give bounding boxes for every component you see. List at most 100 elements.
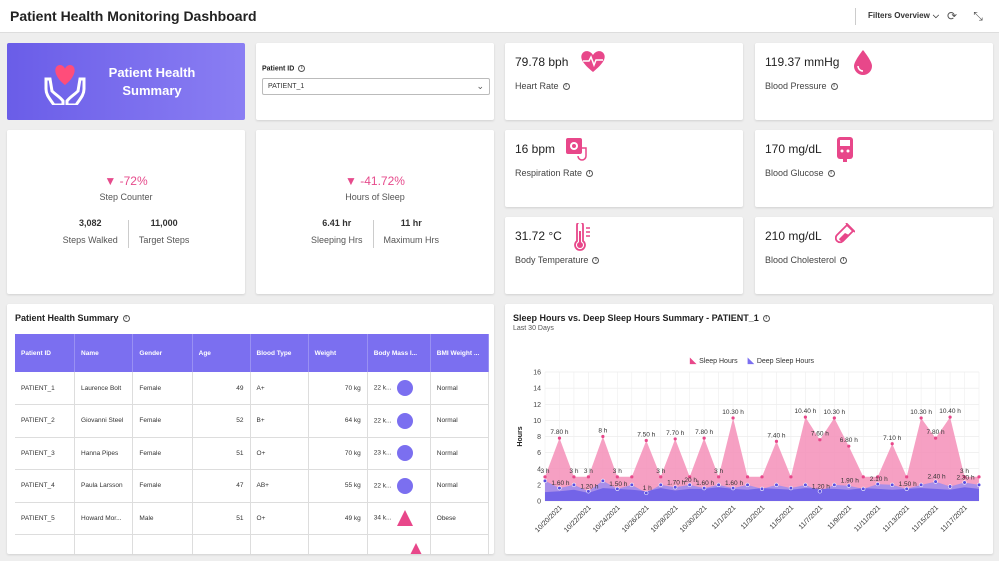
cell: Normal <box>430 372 490 405</box>
sleep-point <box>818 438 822 442</box>
table-row[interactable]: PATIENT_2 Giovanni Steel Female 52 B+ 64 kg 22… <box>15 404 490 438</box>
column-header[interactable]: Gender <box>132 334 193 372</box>
deep-sleep-point <box>687 482 692 487</box>
cell: Male <box>132 502 193 535</box>
step-change: ▼ -72% <box>7 174 245 188</box>
deep-sleep-point <box>774 482 779 487</box>
kpi-label: Body Temperature i <box>515 255 600 265</box>
cell: Paula Larsson <box>74 469 134 503</box>
column-header[interactable]: Body Mass I... <box>367 334 431 372</box>
kpi-label: Heart Rate i <box>515 81 570 91</box>
x-tick-label: 11/9/2021 <box>827 504 854 531</box>
x-tick-label: 11/1/2021 <box>711 504 738 531</box>
filters-overview-button[interactable]: Filters Overview ⌵ <box>868 11 939 21</box>
x-tick-label: 10/26/2021 <box>621 504 651 534</box>
cell: Laurence Bolt <box>74 372 134 405</box>
x-tick-label: 10/20/2021 <box>534 504 564 534</box>
panel-title: Patient Health Summary i <box>15 313 130 323</box>
hours-of-sleep-title: Hours of Sleep <box>345 192 405 202</box>
sleep-data-label: 7.80 h <box>550 429 568 436</box>
info-icon[interactable]: i <box>298 65 306 72</box>
column-header[interactable]: Name <box>74 334 134 372</box>
blood-drop-icon <box>854 50 872 75</box>
sleep-data-label: 10.40 h <box>939 408 961 415</box>
triangle-marker-icon <box>407 542 424 554</box>
patient-id-dropdown[interactable]: PATIENT_1 ⌄ <box>262 78 490 95</box>
cell: PATIENT_1 <box>15 372 76 405</box>
deep-sleep-point <box>571 482 577 487</box>
kpi-label: Blood Pressure i <box>765 81 838 91</box>
refresh-icon[interactable]: ⟳ <box>946 9 958 23</box>
cell: 49 kg <box>308 502 368 535</box>
info-icon[interactable]: i <box>840 257 848 265</box>
cell: Normal <box>430 469 490 503</box>
down-triangle-icon: ▼ <box>104 174 120 188</box>
deep-sleep-point <box>730 486 736 491</box>
table-row[interactable]: PATIENT_4 Paula Larsson Female 47 AB+ 55 kg 22… <box>15 469 490 503</box>
legend-item-sleep[interactable]: ◣ Sleep Hours <box>690 356 738 365</box>
glucose-meter-icon <box>837 137 853 162</box>
column-header[interactable]: Blood Type <box>250 334 309 372</box>
cell: 70 kg <box>308 372 368 405</box>
page-title: Patient Health Monitoring Dashboard <box>10 8 257 24</box>
table-row[interactable]: PATIENT_1 Laurence Bolt Female 49 A+ 70 kg 22 … <box>15 372 490 405</box>
y-tick-label: 10 <box>533 418 541 425</box>
bmi-cell: 22 k... <box>367 469 431 503</box>
patient-health-summary-panel: Patient Health Summary i Patient ID Name … <box>7 304 494 554</box>
info-icon[interactable]: i <box>762 315 770 323</box>
cell: Female <box>132 437 193 470</box>
sleep-point <box>774 439 779 443</box>
sleep-data-label: 6.80 h <box>840 437 858 444</box>
chevron-down-icon: ⌄ <box>476 81 484 91</box>
x-tick-label: 11/15/2021 <box>911 504 940 533</box>
deep-sleep-point <box>904 486 909 492</box>
info-icon[interactable]: i <box>827 170 835 178</box>
sleep-data-label: 3 h <box>656 468 665 475</box>
sleep-data-label: 3 h <box>540 468 549 475</box>
sleep-point <box>659 475 663 479</box>
sleeping-hrs-label: Sleeping Hrs <box>310 235 363 245</box>
y-tick-label: 4 <box>537 466 541 473</box>
chart-legend: ◣ Sleep Hours ◣ Deep Sleep Hours <box>690 356 814 365</box>
table-row[interactable]: PATIENT_3 Hanna Pipes Female 51 O+ 70 kg 23 k.… <box>15 437 490 470</box>
kpi-label-text: Body Temperature <box>515 255 589 265</box>
y-tick-label: 12 <box>533 402 541 409</box>
deep-sleep-point <box>542 478 548 483</box>
info-icon[interactable]: i <box>122 315 130 323</box>
deep-sleep-point <box>919 482 924 487</box>
info-icon[interactable]: i <box>562 83 570 91</box>
legend-label: Sleep Hours <box>699 358 738 365</box>
column-header[interactable]: Weight <box>308 334 368 372</box>
y-tick-label: 2 <box>537 482 541 489</box>
sleep-data-label: 10.30 h <box>722 409 744 416</box>
chevron-down-icon: ⌵ <box>932 11 939 20</box>
circle-marker-icon <box>397 445 414 462</box>
column-header[interactable]: Patient ID <box>15 334 76 372</box>
kpi-label-text: Blood Pressure <box>765 81 827 91</box>
x-tick-label: 10/22/2021 <box>563 504 593 534</box>
deep-sleep-point <box>716 482 721 487</box>
kpi-label: Blood Glucose i <box>765 168 835 178</box>
cell: B+ <box>250 404 309 438</box>
info-icon[interactable]: i <box>592 257 600 265</box>
kpi-label-text: Heart Rate <box>515 81 559 91</box>
info-icon[interactable]: i <box>830 83 838 91</box>
deep-sleep-point <box>629 482 634 487</box>
y-axis-label: Hours <box>517 426 524 446</box>
sleep-data-label: 3 h <box>584 468 593 475</box>
cell: Female <box>132 404 193 438</box>
cell-text: 23 k... <box>373 449 392 457</box>
collapse-icon[interactable]: ⤡ <box>973 9 983 23</box>
sleep-point <box>702 436 706 440</box>
kpi-card-body-temperature: 31.72 °C Body Temperature i <box>505 217 743 294</box>
area-swatch-icon: ◣ <box>690 356 697 365</box>
y-tick-label: 16 <box>533 370 541 377</box>
column-header[interactable]: BMI Weight ... <box>430 334 490 372</box>
kpi-label: Blood Cholesterol i <box>765 255 848 265</box>
table-row[interactable]: PATIENT_5 Howard Mor... Male 51 O+ 49 kg 34 k.… <box>15 502 490 535</box>
deep-sleep-data-label: 2.40 h <box>928 474 946 481</box>
legend-item-deep-sleep[interactable]: ◣ Deep Sleep Hours <box>748 356 814 365</box>
info-icon[interactable]: i <box>586 170 594 178</box>
column-header[interactable]: Age <box>192 334 251 372</box>
deep-sleep-point <box>875 481 880 487</box>
